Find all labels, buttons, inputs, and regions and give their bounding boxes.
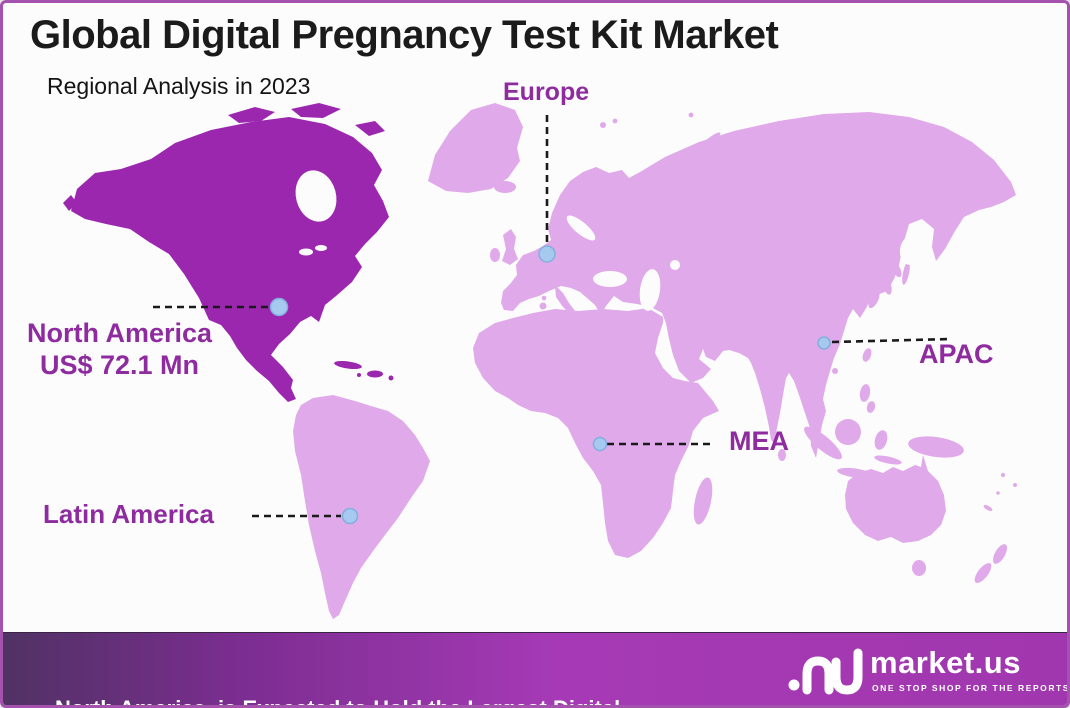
map-baltic-sea [566,215,596,241]
region-label-europe: Europe [503,78,590,106]
brand-block: market.us ONE STOP SHOP FOR THE REPORTS [786,639,1067,701]
map-eurasia [501,112,1016,458]
footer-headline-line1: North America is Expected to Hold the La… [55,695,620,705]
map-arctic-islands [228,107,275,123]
map-iceland [494,181,516,193]
mea-marker-dot [592,436,608,452]
map-africa [473,308,719,558]
map-borneo [835,419,861,445]
map-ireland [490,248,500,262]
map-new-zealand-south [974,563,992,583]
europe-marker-dot [538,245,556,263]
map-south-america [293,395,430,619]
region-label-north-america: North America US$ 72.1 Mn [17,317,222,381]
map-new-guinea [908,436,964,458]
map-inland-seas [295,170,923,311]
world-map-base-regions [293,103,1017,619]
map-uk [502,229,518,265]
map-greenland [428,103,523,193]
page-subtitle: Regional Analysis in 2023 [47,73,311,99]
map-black-sea [593,271,627,287]
map-sea-of-okhotsk [899,235,923,265]
map-sulawesi [874,430,888,450]
map-tasmania [912,560,926,576]
map-new-zealand-north [993,544,1007,564]
map-markers [269,245,831,525]
map-aral-sea [670,260,680,270]
region-label-north-america-name: North America [26,318,213,348]
region-label-north-america-value: US$ 72.1 Mn [39,350,200,380]
latin-america-marker-dot [341,507,359,525]
world-map [63,103,1017,619]
region-label-apac: APAC [919,339,994,369]
map-italy [555,285,575,315]
map-australia [845,455,946,543]
map-sumatra [804,426,842,460]
map-cuba [334,361,362,369]
apac-connector-line [831,337,952,344]
north-america-marker-dot [269,297,289,317]
footer-headline: North America is Expected to Hold the La… [55,641,620,705]
region-label-latin-america: Latin America [43,499,214,529]
footer-banner: North America is Expected to Hold the La… [3,632,1067,705]
brand-name: market.us [870,645,1021,680]
map-caspian-sea [639,269,661,311]
map-madagascar [693,477,713,525]
apac-marker-dot [817,336,831,350]
map-connectors [153,115,952,518]
map-hudson-bay [295,170,337,222]
region-label-mea: MEA [729,426,789,456]
page-title: Global Digital Pregnancy Test Kit Market [30,13,779,57]
market-us-logo-icon [788,648,863,695]
brand-tagline: ONE STOP SHOP FOR THE REPORTS [872,683,1070,693]
